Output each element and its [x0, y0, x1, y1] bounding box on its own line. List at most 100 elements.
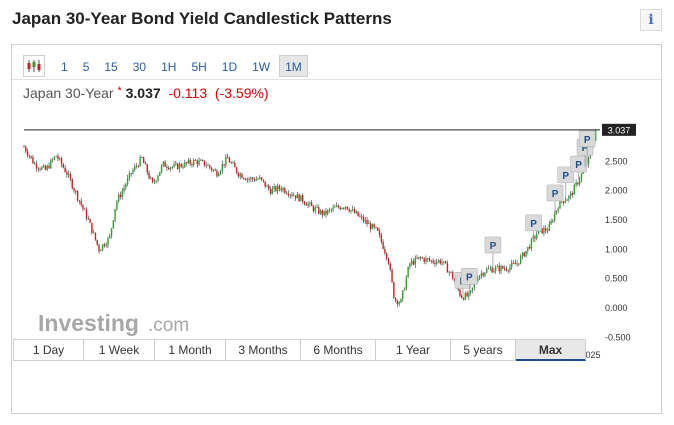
candle-body	[505, 268, 508, 271]
candle-body	[409, 263, 411, 267]
candle-body	[114, 209, 116, 221]
candle-body	[595, 129, 597, 141]
pattern-marker-label: P	[582, 143, 589, 154]
candle-body	[280, 188, 282, 191]
candle-body	[57, 155, 59, 160]
interval-button-1h[interactable]: 1H	[161, 60, 177, 74]
range-button-1-year[interactable]: 1 Year	[376, 339, 451, 361]
candle-body	[378, 230, 381, 235]
candle-body	[325, 210, 327, 215]
candle-body	[289, 194, 291, 196]
candle-body	[360, 216, 363, 218]
range-button-3-months[interactable]: 3 Months	[226, 339, 301, 361]
candle-body	[528, 246, 531, 249]
candle-body	[570, 193, 572, 196]
candle-body	[105, 244, 107, 247]
candle-body	[469, 290, 472, 293]
info-icon[interactable]: i	[640, 9, 662, 31]
candle-body	[514, 262, 517, 265]
candle-body	[164, 161, 166, 167]
candle-body	[373, 224, 375, 228]
candle-body	[400, 298, 402, 303]
interval-button-1m[interactable]: 1M	[279, 55, 308, 77]
candle-body	[189, 159, 191, 164]
candle-body	[552, 220, 554, 222]
candle-body	[437, 260, 440, 262]
interval-button-30[interactable]: 30	[132, 60, 147, 74]
range-button-1-month[interactable]: 1 Month	[155, 339, 226, 361]
candle-body	[209, 165, 211, 168]
candle-body	[78, 200, 81, 202]
candle-body	[59, 158, 61, 160]
interval-button-1[interactable]: 1	[61, 60, 68, 74]
candle-body	[85, 209, 88, 219]
candle-body	[76, 191, 79, 201]
candle-body	[282, 188, 284, 191]
candle-body	[403, 288, 406, 291]
interval-button-1w[interactable]: 1W	[252, 60, 271, 74]
candle-body	[544, 228, 547, 231]
candle-body	[239, 173, 241, 177]
candle-body	[112, 220, 115, 229]
candle-body	[423, 258, 425, 262]
range-button-6-months[interactable]: 6 Months	[301, 339, 376, 361]
interval-button-15[interactable]: 15	[104, 60, 118, 74]
candle-body	[493, 270, 495, 273]
candle-body	[103, 244, 106, 247]
range-button-1-day[interactable]: 1 Day	[13, 339, 84, 361]
candle-body	[371, 224, 374, 230]
candle-body	[571, 193, 574, 195]
candle-body	[212, 169, 215, 171]
interval-button-5h[interactable]: 5H	[191, 60, 207, 74]
candle-body	[564, 200, 567, 203]
watermark-brand: Investing	[38, 310, 139, 336]
candle-body	[494, 266, 497, 271]
candle-body	[359, 216, 361, 217]
candle-body	[516, 263, 518, 265]
candle-body	[419, 257, 422, 258]
candle-body	[335, 205, 338, 207]
candle-body	[168, 167, 170, 170]
candle-body	[350, 209, 352, 212]
candle-body	[548, 224, 550, 231]
candle-body	[327, 210, 329, 215]
candle-body	[466, 293, 468, 297]
candle-body	[468, 292, 470, 297]
candle-body	[443, 261, 445, 262]
candle-body	[284, 188, 286, 193]
candle-body	[293, 195, 295, 197]
candle-body	[71, 179, 73, 189]
candle-body	[144, 162, 147, 165]
page-title: Japan 30-Year Bond Yield Candlestick Pat…	[12, 9, 392, 28]
range-button-max[interactable]: Max	[516, 339, 586, 361]
candle-body	[491, 268, 493, 273]
range-button-1-week[interactable]: 1 Week	[84, 339, 155, 361]
range-button-5-years[interactable]: 5 years	[451, 339, 516, 361]
candle-body	[126, 178, 129, 185]
candle-body	[559, 199, 561, 209]
candle-body	[196, 160, 199, 165]
candle-body	[246, 178, 249, 180]
candle-body	[441, 261, 443, 264]
candles	[23, 129, 597, 308]
candlestick-icon[interactable]	[23, 55, 45, 77]
candle-body	[380, 234, 383, 242]
candle-body	[46, 165, 48, 170]
candle-body	[416, 257, 418, 259]
candle-body	[439, 260, 441, 264]
interval-button-5[interactable]: 5	[82, 60, 90, 74]
candle-body	[251, 177, 254, 180]
candle-body	[502, 266, 504, 269]
candle-body	[123, 187, 125, 192]
candle-body	[262, 179, 265, 182]
candle-body	[287, 193, 290, 196]
candle-body	[75, 190, 77, 192]
candle-body	[210, 167, 213, 171]
pattern-marker-box	[546, 184, 564, 202]
candle-body	[216, 170, 218, 177]
pattern-marker-box	[570, 155, 587, 173]
interval-button-1d[interactable]: 1D	[221, 60, 238, 74]
candle-body	[577, 182, 579, 185]
candle-body	[23, 146, 25, 148]
candle-body	[269, 189, 272, 194]
